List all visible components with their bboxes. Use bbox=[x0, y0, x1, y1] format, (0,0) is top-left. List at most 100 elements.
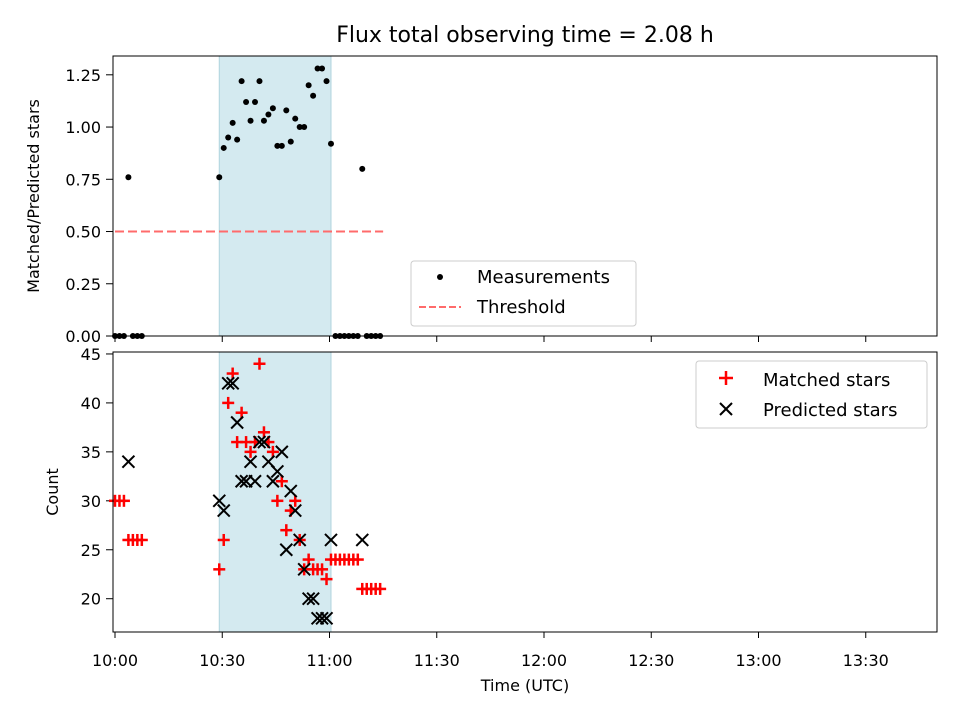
matched-star-point bbox=[374, 582, 387, 595]
y-tick-label: 30 bbox=[81, 492, 101, 511]
y-tick-label: 0.00 bbox=[65, 327, 101, 346]
predicted-star-stroke-b bbox=[297, 562, 311, 577]
measurement-point bbox=[323, 78, 330, 85]
predicted-star-point bbox=[225, 376, 240, 391]
measurement-point bbox=[327, 140, 334, 147]
predicted-star-stroke-b bbox=[261, 454, 276, 469]
measurement-point bbox=[274, 142, 281, 149]
measurement-point bbox=[292, 115, 299, 122]
matched-star-point bbox=[117, 494, 130, 507]
x-tick-label: 13:30 bbox=[843, 651, 889, 670]
y-tick-label: 40 bbox=[81, 394, 101, 413]
x-tick-label: 13:00 bbox=[735, 651, 781, 670]
measurement-point bbox=[216, 174, 223, 181]
predicted-star-stroke-b bbox=[257, 435, 271, 449]
predicted-star-point bbox=[243, 454, 258, 469]
predicted-star-stroke-b bbox=[306, 592, 320, 606]
predicted-star-point bbox=[252, 435, 267, 449]
measurement-point bbox=[238, 78, 245, 85]
predicted-star-point bbox=[266, 474, 280, 488]
predicted-star-stroke-b bbox=[248, 474, 262, 488]
predicted-star-point bbox=[288, 503, 302, 518]
measurement-point bbox=[269, 105, 276, 112]
bottom-y-axis-label: Count bbox=[43, 468, 62, 516]
predicted-star-point bbox=[292, 533, 307, 547]
y-tick-label: 0.75 bbox=[65, 170, 101, 189]
legend-predicted-label: Predicted stars bbox=[763, 400, 897, 421]
top-x-ticks bbox=[114, 336, 867, 342]
bottom-legend-box bbox=[695, 360, 928, 429]
measurement-point bbox=[296, 124, 303, 131]
y-tick-label: 45 bbox=[81, 345, 101, 364]
measurement-point bbox=[359, 165, 366, 172]
predicted-star-stroke-b bbox=[324, 533, 338, 547]
predicted-star-stroke-b bbox=[275, 445, 289, 459]
predicted-star-point bbox=[234, 474, 249, 488]
y-tick-label: 1.25 bbox=[65, 66, 101, 85]
matched-star-point bbox=[213, 563, 226, 576]
predicted-star-point bbox=[257, 435, 271, 449]
matched-star-point bbox=[222, 396, 235, 409]
bottom-panel: 20 25 30 35 40 45 10:00 10:30 11:00 11:30 12:00 12… bbox=[43, 345, 938, 695]
bottom-x-ticks: 10:00 10:30 11:00 11:30 12:00 12:30 13:00 13:30 bbox=[92, 632, 889, 670]
y-tick-label: 20 bbox=[81, 590, 101, 609]
measurement-point bbox=[260, 117, 267, 124]
bottom-axes-frame bbox=[112, 351, 938, 633]
legend-matched-marker bbox=[719, 371, 733, 385]
matched-star-point bbox=[217, 533, 230, 546]
predicted-star-point bbox=[297, 562, 311, 577]
matched-star-point bbox=[135, 533, 148, 546]
predicted-star-stroke-b bbox=[315, 611, 329, 626]
top-axes-frame bbox=[112, 55, 938, 337]
predicted-star-stroke-b bbox=[266, 474, 280, 488]
predicted-star-point bbox=[319, 611, 334, 626]
measurement-point bbox=[234, 136, 241, 143]
measurement-point bbox=[310, 92, 317, 99]
x-tick-label: 11:30 bbox=[414, 651, 460, 670]
matched-star-point bbox=[320, 573, 333, 586]
x-tick-label: 12:00 bbox=[521, 651, 567, 670]
measurement-point bbox=[319, 65, 326, 72]
predicted-star-stroke-b bbox=[284, 484, 298, 498]
predicted-star-point bbox=[121, 454, 136, 469]
predicted-star-point bbox=[275, 445, 289, 459]
measurement-point bbox=[125, 174, 132, 181]
measurement-point bbox=[278, 142, 285, 149]
chart-title: Flux total observing time = 2.08 h bbox=[336, 23, 714, 48]
measurement-point bbox=[305, 82, 312, 89]
predicted-star-point bbox=[279, 543, 294, 557]
predicted-star-point bbox=[306, 592, 320, 606]
predicted-star-point bbox=[248, 474, 262, 488]
star-count-points bbox=[109, 357, 387, 626]
matched-star-point bbox=[280, 524, 293, 537]
top-panel: Flux total observing time = 2.08 h 0.00 0… bbox=[24, 23, 938, 346]
predicted-star-stroke-b bbox=[288, 503, 302, 518]
predicted-star-point bbox=[270, 464, 285, 479]
predicted-star-stroke-b bbox=[301, 592, 316, 606]
predicted-star-point bbox=[221, 376, 235, 391]
predicted-star-point bbox=[212, 494, 226, 508]
matched-star-point bbox=[253, 357, 266, 370]
predicted-star-point bbox=[355, 533, 369, 547]
predicted-star-stroke-b bbox=[252, 435, 267, 449]
predicted-star-stroke-b bbox=[212, 494, 226, 508]
predicted-star-stroke-b bbox=[270, 464, 285, 479]
measurement-point bbox=[220, 144, 227, 151]
measurement-point bbox=[314, 65, 321, 72]
matched-star-point bbox=[351, 553, 364, 566]
top-legend: Measurements Threshold bbox=[410, 260, 637, 327]
matched-star-point bbox=[271, 494, 284, 507]
top-y-axis-label: Matched/Predicted stars bbox=[24, 99, 43, 293]
x-axis-label: Time (UTC) bbox=[480, 676, 569, 695]
measurement-point bbox=[247, 117, 254, 124]
measurement-point bbox=[283, 107, 290, 114]
y-tick-label: 0.25 bbox=[65, 275, 101, 294]
measurement-point bbox=[225, 134, 232, 141]
legend-measurement-marker bbox=[437, 274, 443, 280]
predicted-star-stroke-b bbox=[221, 376, 235, 391]
top-y-ticks: 0.00 0.25 0.50 0.75 1.00 1.25 bbox=[65, 66, 113, 346]
measurement-point bbox=[252, 98, 259, 105]
legend-threshold-label: Threshold bbox=[476, 297, 566, 318]
predicted-star-point bbox=[284, 484, 298, 498]
